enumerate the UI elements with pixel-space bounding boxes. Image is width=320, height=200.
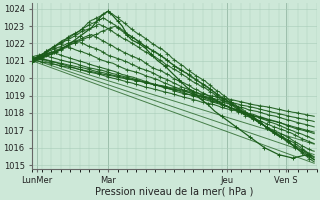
X-axis label: Pression niveau de la mer( hPa ): Pression niveau de la mer( hPa ) <box>95 187 253 197</box>
